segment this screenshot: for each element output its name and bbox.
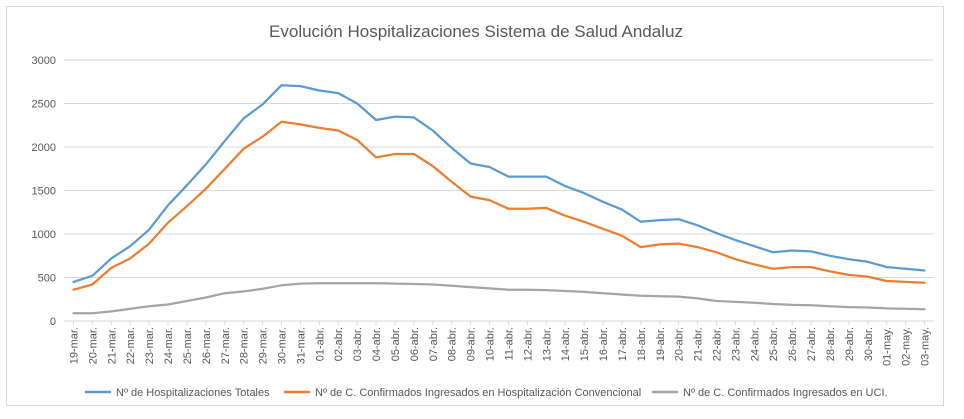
y-tick-label: 1500 (32, 186, 56, 198)
x-tick-label: 19-mar. (68, 327, 80, 364)
x-tick-label: 09-abr. (466, 327, 478, 361)
x-tick-label: 24-mar. (163, 327, 175, 364)
x-tick-label: 26-mar. (201, 327, 213, 364)
x-tick-label: 14-abr. (560, 327, 572, 361)
x-tick-label: 13-abr. (541, 327, 553, 361)
x-tick-label: 25-mar. (182, 327, 194, 364)
x-tick-label: 20-abr. (674, 327, 686, 361)
y-tick-label: 2500 (32, 99, 56, 111)
x-tick-label: 22-mar. (125, 327, 137, 364)
y-tick-label: 2000 (32, 142, 56, 154)
legend-label: Nº de Hospitalizaciones Totales (116, 387, 270, 399)
x-tick-label: 28-mar. (239, 327, 251, 364)
x-tick-label: 21-mar. (106, 327, 118, 364)
x-tick-label: 31-mar. (295, 327, 307, 364)
chart-title: Evolución Hospitalizaciones Sistema de S… (269, 22, 683, 41)
x-tick-label: 12-abr. (522, 327, 534, 361)
x-tick-label: 24-abr. (749, 327, 761, 361)
legend-item-1: Nº de Hospitalizaciones Totales (85, 387, 270, 399)
x-tick-label: 19-abr. (655, 327, 667, 361)
x-tick-label: 23-abr. (730, 327, 742, 361)
y-axis-ticks: 0 500 1000 1500 2000 2500 3000 (32, 55, 56, 328)
series-lines (72, 84, 926, 315)
x-tick-label: 05-abr. (390, 327, 402, 361)
y-tick-label: 3000 (32, 55, 56, 67)
x-tick-label: 25-abr. (768, 327, 780, 361)
legend-item-3: Nº de C. Confirmados Ingresados en UCI. (652, 387, 888, 399)
series-line-2 (72, 120, 926, 291)
x-axis-ticks: 19-mar. 20-mar. 21-mar. 22-mar. 23-mar. 24-ma… (68, 321, 932, 366)
x-tick-label: 11-abr. (503, 327, 515, 360)
legend-item-2: Nº de C. Confirmados Ingresados en Hospi… (284, 387, 641, 399)
x-tick-label: 06-abr. (409, 327, 421, 361)
x-tick-label: 17-abr. (617, 327, 629, 361)
x-tick-label: 30-mar. (277, 327, 289, 364)
x-tick-label: 30-abr. (863, 327, 875, 361)
x-tick-label: 29-mar. (258, 327, 270, 364)
x-tick-label: 27-mar. (220, 327, 232, 364)
x-tick-label: 03-may. (920, 327, 932, 366)
legend: Nº de Hospitalizaciones Totales Nº de C. … (85, 387, 888, 399)
x-tick-label: 28-abr. (825, 327, 837, 361)
x-tick-label: 22-abr. (712, 327, 724, 361)
x-tick-label: 02-may. (901, 327, 913, 366)
y-tick-label: 0 (50, 316, 56, 328)
x-tick-label: 01-abr. (314, 327, 326, 361)
x-tick-label: 16-abr. (598, 327, 610, 361)
x-tick-label: 02-abr. (333, 327, 345, 361)
x-tick-label: 07-abr. (428, 327, 440, 361)
x-tick-label: 15-abr. (579, 327, 591, 361)
x-tick-label: 27-abr. (806, 327, 818, 361)
y-tick-label: 1000 (32, 229, 56, 241)
x-tick-label: 10-abr. (485, 327, 497, 361)
x-tick-label: 08-abr. (447, 327, 459, 361)
x-tick-label: 04-abr. (371, 327, 383, 361)
y-tick-label: 500 (38, 273, 56, 285)
x-tick-label: 29-abr. (844, 327, 856, 361)
series-line-3 (72, 282, 926, 315)
gridlines (64, 59, 934, 322)
legend-label: Nº de C. Confirmados Ingresados en Hospi… (315, 387, 641, 399)
chart-frame: Evolución Hospitalizaciones Sistema de S… (6, 6, 944, 406)
series-line-1 (72, 84, 926, 284)
x-tick-label: 03-abr. (352, 327, 364, 361)
x-tick-label: 21-abr. (693, 327, 705, 361)
x-tick-label: 20-mar. (87, 327, 99, 364)
x-tick-label: 26-abr. (787, 327, 799, 361)
line-chart: Evolución Hospitalizaciones Sistema de S… (32, 22, 934, 399)
x-tick-label: 01-may. (882, 327, 894, 366)
legend-label: Nº de C. Confirmados Ingresados en UCI. (683, 387, 888, 399)
x-tick-label: 23-mar. (144, 327, 156, 364)
x-tick-label: 18-abr. (636, 327, 648, 361)
